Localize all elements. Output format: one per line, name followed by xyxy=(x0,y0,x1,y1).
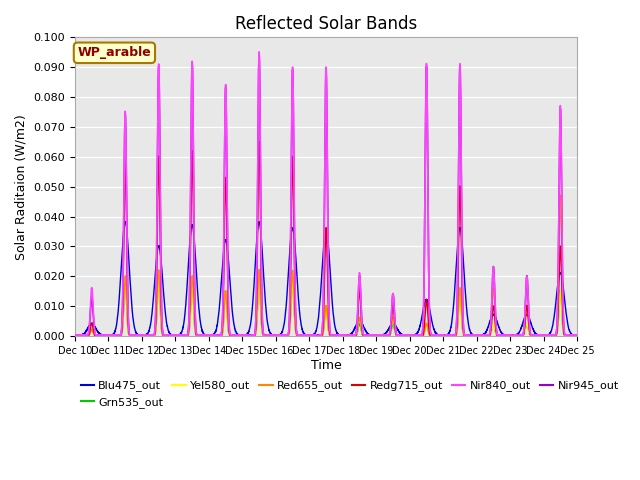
Redg715_out xyxy=(411,333,419,338)
Red655_out xyxy=(161,333,169,338)
Grn535_out xyxy=(573,333,581,338)
Nir840_out xyxy=(438,333,446,339)
Nir840_out xyxy=(573,333,581,339)
Blu475_out xyxy=(410,332,418,337)
Blu475_out xyxy=(255,219,263,225)
Line: Grn535_out: Grn535_out xyxy=(75,281,577,336)
Nir840_out xyxy=(307,333,315,339)
Blu475_out xyxy=(467,330,474,336)
Blu475_out xyxy=(573,333,581,339)
Yel580_out xyxy=(303,333,311,339)
Line: Redg715_out: Redg715_out xyxy=(75,141,577,336)
Yel580_out xyxy=(71,333,79,338)
Nir945_out xyxy=(438,333,446,338)
Nir840_out xyxy=(255,49,263,55)
Line: Blu475_out: Blu475_out xyxy=(75,222,577,336)
Nir945_out xyxy=(573,333,581,339)
Nir945_out xyxy=(411,333,419,338)
Line: Nir840_out: Nir840_out xyxy=(75,52,577,336)
Grn535_out xyxy=(410,333,418,339)
Red655_out xyxy=(438,333,446,338)
Red655_out xyxy=(467,333,474,339)
Grn535_out xyxy=(161,333,169,338)
Yel580_out xyxy=(573,333,580,338)
Nir840_out xyxy=(371,333,378,339)
Nir945_out xyxy=(340,333,348,339)
Yel580_out xyxy=(438,333,446,338)
Red655_out xyxy=(410,333,418,338)
Nir945_out xyxy=(307,333,315,338)
Grn535_out xyxy=(438,333,446,339)
Redg715_out xyxy=(71,333,79,339)
Grn535_out xyxy=(289,278,296,284)
Nir945_out xyxy=(467,333,475,338)
Redg715_out xyxy=(467,333,475,339)
Text: WP_arable: WP_arable xyxy=(77,46,151,60)
Red655_out xyxy=(307,333,315,338)
Yel580_out xyxy=(467,333,475,338)
Legend: Blu475_out, Grn535_out, Yel580_out, Red655_out, Redg715_out, Nir840_out, Nir945_: Blu475_out, Grn535_out, Yel580_out, Red6… xyxy=(81,381,619,408)
Red655_out xyxy=(71,333,79,338)
Blu475_out xyxy=(573,333,580,338)
Blu475_out xyxy=(71,333,79,338)
Redg715_out xyxy=(255,138,263,144)
Grn535_out xyxy=(573,333,580,339)
Yel580_out xyxy=(307,333,315,338)
Nir840_out xyxy=(467,332,475,338)
Nir945_out xyxy=(161,333,169,339)
Line: Nir945_out: Nir945_out xyxy=(75,55,577,336)
Blu475_out xyxy=(438,332,446,338)
Redg715_out xyxy=(573,333,580,338)
Redg715_out xyxy=(438,333,446,339)
Nir840_out xyxy=(71,332,79,338)
Grn535_out xyxy=(572,333,579,339)
Redg715_out xyxy=(305,333,312,339)
Red655_out xyxy=(557,192,564,198)
Redg715_out xyxy=(307,333,315,339)
Nir840_out xyxy=(573,332,580,338)
Yel580_out xyxy=(573,333,581,338)
Red655_out xyxy=(573,333,580,338)
Grn535_out xyxy=(71,333,79,338)
Line: Yel580_out: Yel580_out xyxy=(75,281,577,336)
Line: Red655_out: Red655_out xyxy=(75,195,577,336)
Yel580_out xyxy=(411,333,419,338)
Title: Reflected Solar Bands: Reflected Solar Bands xyxy=(235,15,417,33)
Yel580_out xyxy=(122,278,129,284)
Nir840_out xyxy=(161,333,169,339)
Nir945_out xyxy=(573,332,580,338)
Nir840_out xyxy=(411,332,419,338)
Grn535_out xyxy=(467,333,474,339)
Blu475_out xyxy=(161,309,169,314)
Grn535_out xyxy=(307,333,315,338)
Blu475_out xyxy=(506,333,513,339)
Redg715_out xyxy=(573,332,581,338)
Red655_out xyxy=(573,333,581,338)
Nir945_out xyxy=(71,333,79,338)
Red655_out xyxy=(267,333,275,339)
Y-axis label: Solar Raditaion (W/m2): Solar Raditaion (W/m2) xyxy=(15,114,28,260)
Yel580_out xyxy=(161,333,169,338)
Nir945_out xyxy=(255,52,263,58)
Redg715_out xyxy=(161,333,169,339)
Blu475_out xyxy=(307,333,315,338)
X-axis label: Time: Time xyxy=(310,359,341,372)
